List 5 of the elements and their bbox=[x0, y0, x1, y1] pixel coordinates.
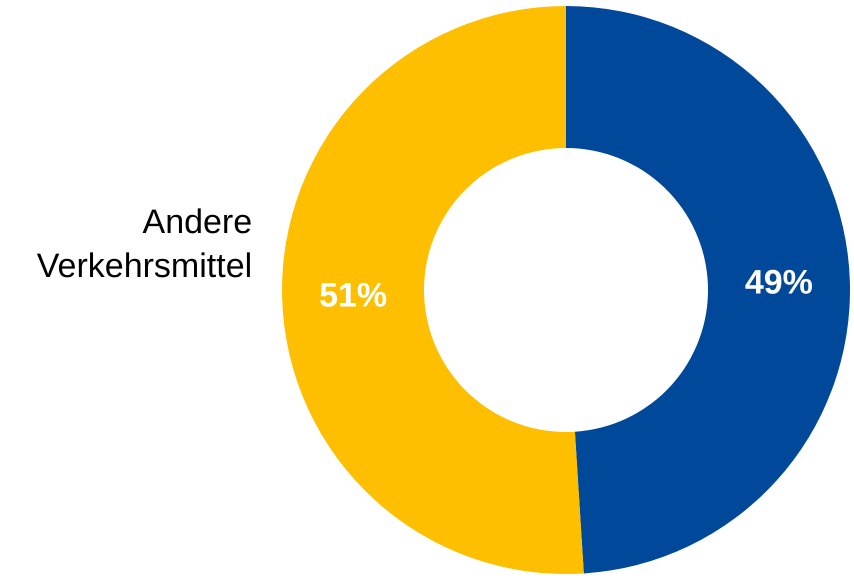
donut-slice bbox=[566, 6, 850, 574]
donut-slice bbox=[282, 6, 584, 574]
data-label: 49% bbox=[744, 263, 813, 302]
data-label: 51% bbox=[319, 276, 388, 315]
slice-label: Andere Verkehrsmittel bbox=[36, 202, 252, 285]
